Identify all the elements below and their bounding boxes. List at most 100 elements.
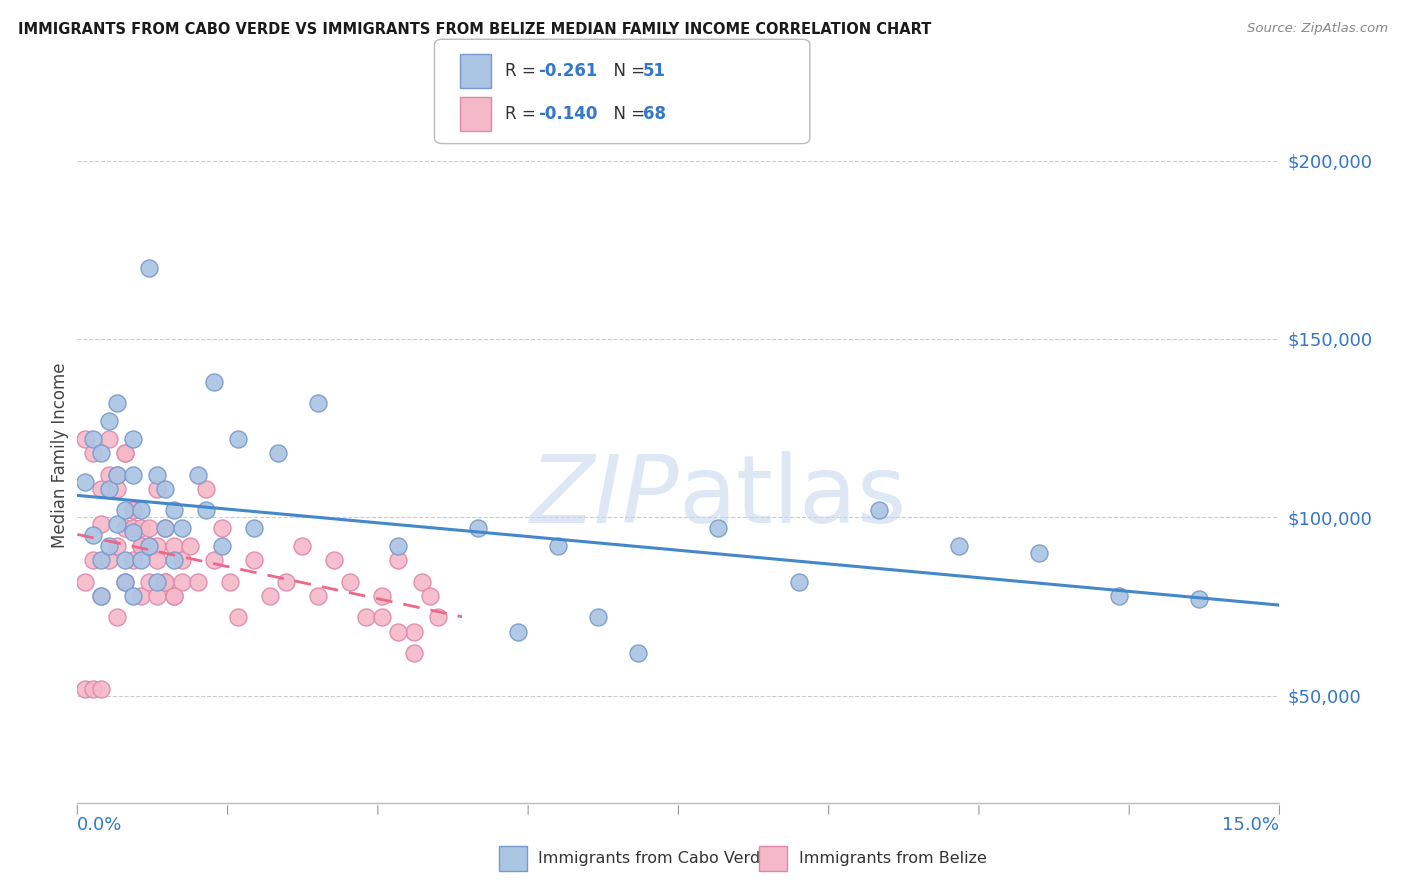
Point [122,503,145,517]
Point [75,432,97,446]
Point [90,517,112,532]
Point [98,467,121,482]
Point [155,482,177,496]
Point [402,624,425,639]
Point [387,553,409,567]
Text: R =: R = [505,62,541,79]
Point [267,446,290,460]
Point [194,503,217,517]
Point [131,503,153,517]
Point [226,610,249,624]
Point [131,539,153,553]
Text: N =: N = [603,62,651,79]
Point [371,610,394,624]
Point [107,482,129,496]
Point [427,610,450,624]
Point [627,646,650,660]
Point [187,467,209,482]
Point [146,574,169,589]
Text: 68: 68 [643,105,665,123]
Point [411,574,433,589]
Text: Immigrants from Belize: Immigrants from Belize [799,851,987,865]
Y-axis label: Median Family Income: Median Family Income [51,362,69,548]
Point [98,539,121,553]
Point [354,610,377,624]
Text: -0.140: -0.140 [538,105,598,123]
Point [90,681,112,696]
Point [218,574,240,589]
Point [1028,546,1050,560]
Point [146,553,169,567]
Point [114,574,136,589]
Point [274,574,297,589]
Point [114,446,136,460]
Point [107,467,129,482]
Point [1188,592,1211,607]
Point [82,528,104,542]
Point [162,503,184,517]
Point [146,539,169,553]
Text: 51: 51 [643,62,665,79]
Point [179,539,201,553]
Point [90,589,112,603]
Point [170,574,193,589]
Point [138,539,160,553]
Point [155,574,177,589]
Text: Source: ZipAtlas.com: Source: ZipAtlas.com [1247,22,1388,36]
Point [211,539,233,553]
Text: -0.261: -0.261 [538,62,598,79]
Point [107,610,129,624]
Point [1108,589,1130,603]
Point [467,521,489,535]
Text: 15.0%: 15.0% [1222,816,1279,834]
Point [82,432,104,446]
Point [339,574,361,589]
Text: Immigrants from Cabo Verde: Immigrants from Cabo Verde [538,851,770,865]
Point [131,521,153,535]
Point [211,521,233,535]
Point [146,589,169,603]
Text: N =: N = [603,105,651,123]
Point [259,589,281,603]
Point [107,517,129,532]
Point [114,521,136,535]
Point [82,446,104,460]
Point [307,589,329,603]
Point [75,475,97,489]
Point [122,467,145,482]
Point [868,503,890,517]
Point [291,539,314,553]
Point [202,553,225,567]
Point [114,574,136,589]
Point [146,467,169,482]
Point [307,396,329,410]
Point [146,482,169,496]
Point [138,260,160,275]
Point [98,432,121,446]
Point [226,432,249,446]
Text: ZIP: ZIP [529,451,679,542]
Point [194,482,217,496]
Text: R =: R = [505,105,541,123]
Point [122,553,145,567]
Point [138,521,160,535]
Point [162,539,184,553]
Point [948,539,970,553]
Point [242,521,264,535]
Point [98,482,121,496]
Point [155,521,177,535]
Point [131,539,153,553]
Point [98,414,121,428]
Point [131,553,153,567]
Point [588,610,610,624]
Text: 0.0%: 0.0% [77,816,122,834]
Point [170,553,193,567]
Point [787,574,810,589]
Point [162,553,184,567]
Point [162,589,184,603]
Point [82,553,104,567]
Text: IMMIGRANTS FROM CABO VERDE VS IMMIGRANTS FROM BELIZE MEDIAN FAMILY INCOME CORREL: IMMIGRANTS FROM CABO VERDE VS IMMIGRANTS… [18,22,932,37]
Point [707,521,730,535]
Point [75,574,97,589]
Point [122,589,145,603]
